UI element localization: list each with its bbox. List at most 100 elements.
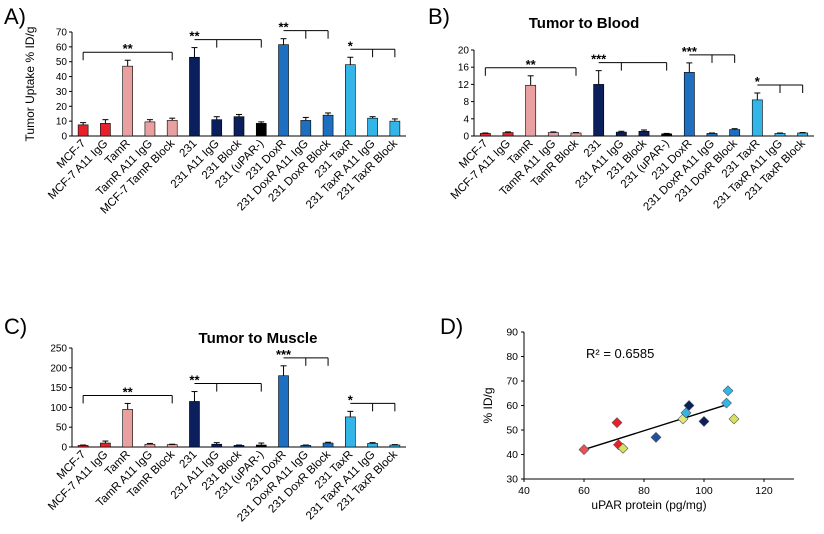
y-tick-label: 8 [463, 97, 469, 108]
bar [300, 445, 312, 448]
y-tick-label: 12 [458, 80, 470, 91]
significance-label: ** [123, 41, 134, 56]
significance-label: ** [526, 57, 537, 72]
y-tick-label: 80 [506, 351, 518, 363]
y-tick-label: 20 [56, 102, 68, 113]
y-tick-label: 150 [50, 383, 67, 394]
y-axis-label: % ID/g [481, 387, 495, 423]
y-tick-label: 60 [56, 42, 68, 53]
bar [233, 445, 245, 448]
bar [144, 443, 156, 448]
data-point [698, 416, 710, 427]
x-tick-label: 80 [638, 485, 650, 497]
bar [547, 132, 559, 137]
significance-label: ** [278, 20, 289, 35]
bar [729, 129, 741, 137]
panel-a-tumor-uptake: A) Tumor Uptake % ID/g 010203040506070MC… [4, 4, 406, 216]
significance-label: ** [123, 384, 134, 399]
bar [77, 445, 89, 448]
x-tick-label: 100 [695, 485, 713, 497]
bar [774, 133, 786, 137]
bar [367, 443, 378, 448]
y-tick-label: 16 [458, 63, 470, 74]
chart-title: Tumor to Blood [529, 15, 640, 32]
bar [570, 132, 582, 137]
y-tick-label: 70 [506, 376, 518, 388]
x-tick-label: 120 [755, 485, 773, 497]
y-tick-label: 50 [506, 425, 518, 437]
significance-label: ** [189, 373, 200, 388]
chart-title: Tumor to Muscle [199, 330, 318, 347]
y-tick-label: 0 [61, 443, 67, 454]
bar [615, 131, 627, 137]
y-tick-label: 250 [50, 344, 67, 355]
bar [322, 114, 334, 137]
bar [525, 84, 537, 137]
y-tick-label: 30 [56, 87, 68, 98]
data-point [721, 397, 732, 409]
bar [77, 124, 89, 137]
panel-d-correlation-scatter: D) % ID/g uPAR protein (pg/mg) R² = 0.65… [440, 314, 794, 512]
significance-label: *** [276, 347, 292, 362]
r-squared-annotation: R² = 0.6585 [586, 346, 654, 361]
data-point [650, 431, 662, 443]
y-tick-label: 30 [506, 474, 518, 486]
bar [706, 133, 718, 137]
data-point [617, 442, 629, 454]
data-point [728, 413, 740, 425]
bar [122, 65, 133, 137]
bar [211, 119, 223, 137]
bar [100, 442, 111, 448]
y-axis-label: Tumor Uptake % ID/g [23, 27, 37, 142]
panel-label: B) [428, 4, 450, 29]
bar [278, 44, 289, 137]
significance-label: * [755, 74, 761, 89]
bar [345, 416, 356, 448]
y-tick-label: 0 [463, 132, 469, 143]
bar [300, 120, 312, 137]
y-tick-label: 40 [56, 72, 68, 83]
x-tick-label: 60 [578, 485, 590, 497]
bar [189, 56, 200, 137]
data-point [683, 400, 695, 411]
bar [751, 99, 763, 137]
bar [278, 375, 289, 448]
bar [683, 72, 695, 137]
y-tick-label: 0 [61, 132, 67, 143]
bar [797, 132, 809, 137]
bar [166, 444, 178, 448]
data-point [722, 385, 734, 397]
y-tick-label: 200 [50, 363, 67, 374]
bar [144, 121, 156, 137]
bar [255, 444, 267, 448]
bar [255, 123, 267, 137]
y-tick-label: 100 [50, 403, 67, 414]
bar [389, 120, 401, 137]
bar [638, 130, 650, 137]
bar [322, 442, 334, 448]
significance-label: * [348, 38, 354, 53]
y-tick-label: 10 [56, 117, 68, 128]
data-point [611, 417, 623, 429]
panel-label: D) [440, 314, 463, 339]
bar [122, 409, 133, 448]
y-tick-label: 90 [506, 327, 518, 339]
trend-line [583, 403, 729, 451]
panel-label: C) [4, 314, 27, 339]
y-tick-label: 50 [56, 423, 68, 434]
bar [661, 133, 673, 137]
y-tick-label: 60 [506, 400, 518, 412]
bar [100, 123, 111, 137]
y-tick-label: 20 [458, 46, 470, 57]
significance-label: ** [189, 29, 200, 44]
significance-label: *** [591, 52, 607, 67]
bar [367, 117, 378, 137]
significance-label: *** [682, 44, 698, 59]
bar [189, 401, 200, 448]
